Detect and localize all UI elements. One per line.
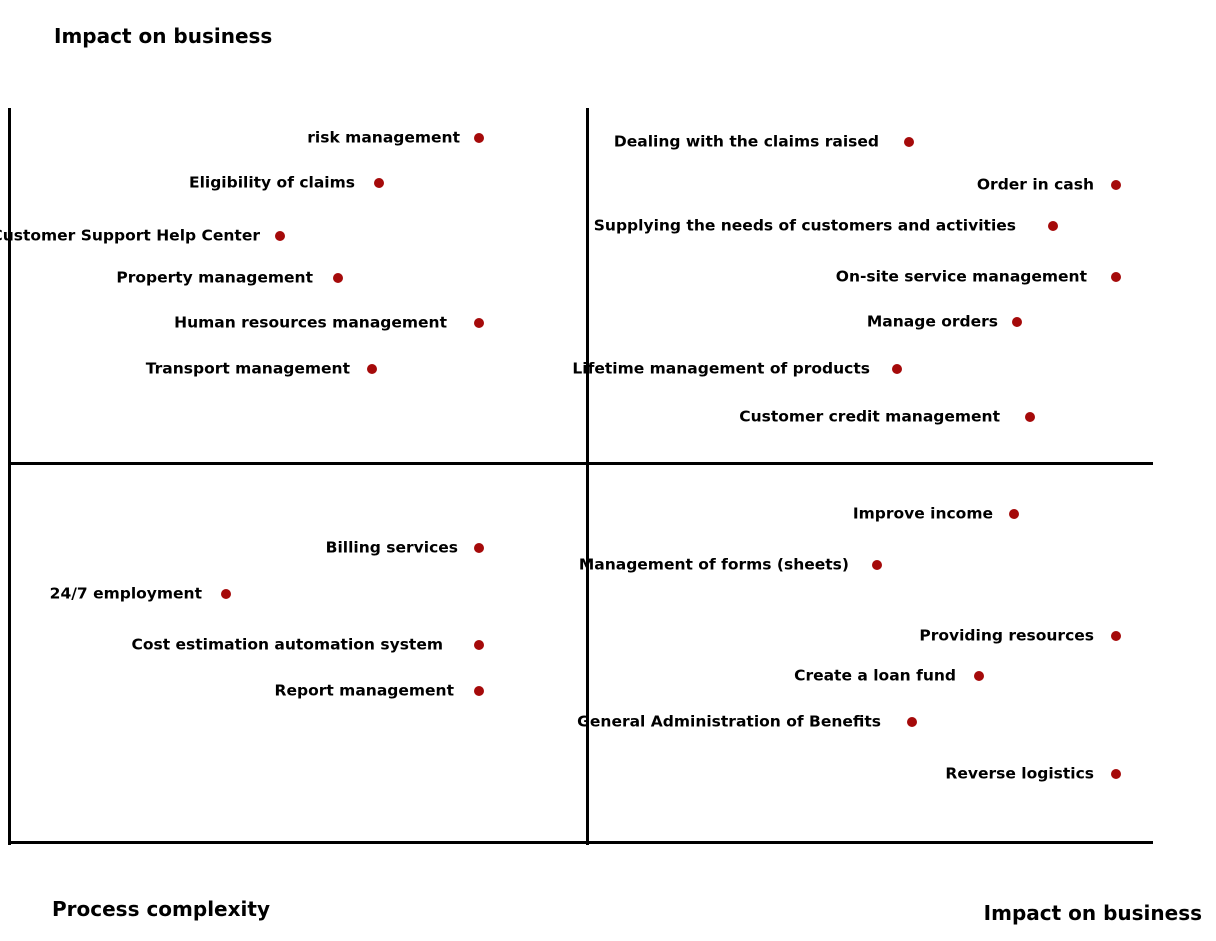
bottom-border-line [8, 841, 1153, 844]
item-marker-dot [1012, 317, 1022, 327]
item-label-top-right: Customer credit management [739, 407, 1000, 426]
item-label-bottom-right: Management of forms (sheets) [578, 555, 849, 574]
item-marker-dot [474, 686, 484, 696]
item-label-bottom-right: Providing resources [919, 626, 1094, 645]
item-label-top-right: On-site service management [835, 267, 1087, 286]
item-label-top-right: Lifetime management of products [572, 359, 870, 378]
item-label-top-right: Dealing with the claims raised [613, 132, 879, 151]
item-marker-dot [1048, 221, 1058, 231]
item-label-bottom-right: General Administration of Benefits [577, 712, 881, 731]
item-marker-dot [1025, 412, 1035, 422]
item-marker-dot [275, 231, 285, 241]
left-border-line [8, 108, 11, 845]
item-marker-dot [1111, 272, 1121, 282]
item-label-top-left: Customer Support Help Center [0, 226, 260, 245]
item-label-bottom-left: Report management [274, 681, 454, 700]
item-marker-dot [892, 364, 902, 374]
item-marker-dot [333, 273, 343, 283]
item-marker-dot [974, 671, 984, 681]
y-axis-title: Impact on business [54, 24, 273, 48]
item-marker-dot [907, 717, 917, 727]
item-marker-dot [904, 137, 914, 147]
item-label-top-left: Property management [116, 268, 313, 287]
item-marker-dot [1111, 631, 1121, 641]
item-marker-dot [1111, 769, 1121, 779]
item-marker-dot [474, 318, 484, 328]
vertical-divider-line [586, 108, 589, 845]
item-marker-dot [367, 364, 377, 374]
item-label-bottom-right: Create a loan fund [794, 666, 956, 685]
item-marker-dot [474, 640, 484, 650]
item-label-top-right: Supplying the needs of customers and act… [593, 216, 1016, 235]
item-label-top-right: Order in cash [976, 175, 1094, 194]
item-label-bottom-left: Cost estimation automation system [131, 635, 443, 654]
item-marker-dot [474, 543, 484, 553]
item-label-bottom-left: 24/7 employment [49, 584, 202, 603]
x-axis-title-left: Process complexity [52, 897, 270, 921]
item-marker-dot [872, 560, 882, 570]
item-label-top-left: Transport management [145, 359, 350, 378]
item-marker-dot [1009, 509, 1019, 519]
item-label-top-right: Manage orders [866, 312, 998, 331]
item-label-top-left: Eligibility of claims [188, 173, 355, 192]
item-marker-dot [1111, 180, 1121, 190]
item-marker-dot [221, 589, 231, 599]
item-marker-dot [474, 133, 484, 143]
item-label-top-left: risk management [307, 128, 460, 147]
item-label-bottom-left: Billing services [325, 538, 458, 557]
item-label-top-left: Human resources management [174, 313, 447, 332]
item-label-bottom-right: Improve income [852, 504, 993, 523]
item-marker-dot [374, 178, 384, 188]
x-axis-title-right: Impact on business [983, 901, 1202, 925]
item-label-bottom-right: Reverse logistics [945, 764, 1094, 783]
horizontal-divider-line [8, 462, 1153, 465]
